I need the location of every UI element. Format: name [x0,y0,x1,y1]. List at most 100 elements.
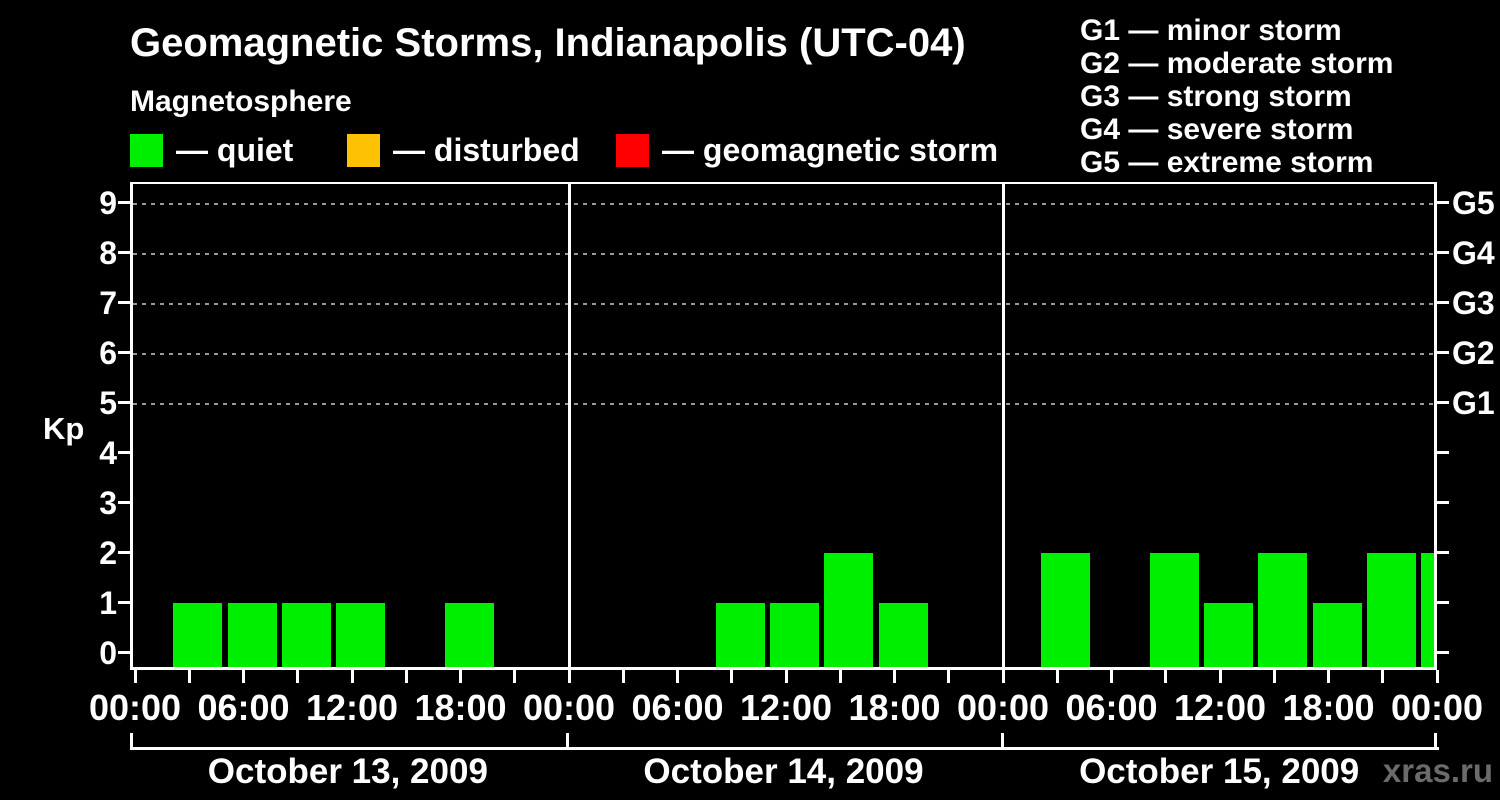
g-legend-item-0: G1 — minor storm [1080,14,1342,47]
x-tick-label: 12:00 [739,687,833,728]
y-tick-left [118,601,131,605]
x-tick [242,670,245,683]
x-tick [1001,670,1005,683]
x-tick [404,670,408,683]
x-tick [730,670,734,683]
y-tick-left [118,201,131,205]
x-tick [1164,670,1168,683]
plot-border-left [130,182,133,670]
x-tick [893,670,896,683]
kp-bar [1312,602,1362,667]
x-tick [187,670,191,683]
g-axis-label-G4: G4 [1452,234,1495,271]
chart-subtitle: Magnetosphere [130,85,352,118]
plot-area [130,182,1437,670]
y-tick-label: 9 [99,184,117,221]
y-tick-label: 2 [99,534,117,571]
legend-label-2: — geomagnetic storm [662,132,999,168]
x-tick [567,670,571,683]
x-tick-label: 06:00 [631,687,724,728]
x-tick-label: 00:00 [956,687,1050,728]
kp-bar [281,602,331,667]
kp-color-legend: — quiet — disturbed — geomagnetic storm [0,134,1100,168]
x-tick [621,670,625,683]
grid-line-kp9 [133,202,1434,205]
x-tick [1435,670,1439,683]
x-tick-label: 06:00 [1065,687,1158,728]
y-tick-right [1437,551,1449,555]
x-tick-label: 00:00 [88,687,182,728]
kp-bar [824,552,874,667]
x-tick-label: 06:00 [197,687,290,728]
y-tick-right [1437,451,1449,455]
y-tick-left [118,651,131,655]
x-tick-label: 00:00 [1390,687,1484,728]
grid-line-kp8 [133,252,1434,255]
kp-bar [715,602,765,667]
date-label: October 15, 2009 [1079,752,1360,791]
x-tick [838,670,842,683]
x-tick [1110,670,1113,683]
g-legend-item-2: G3 — strong storm [1080,80,1352,113]
plot-border-right [1434,182,1437,670]
plot-border-top [130,182,1437,184]
x-tick [947,670,951,683]
date-label: October 14, 2009 [643,752,924,791]
date-bracket [130,747,1439,750]
y-tick-left [118,251,131,255]
bracket-tick-3 [1434,733,1437,748]
x-tick [296,670,300,683]
y-tick-label: 6 [99,334,117,371]
legend-swatch-2 [616,134,649,167]
x-tick [784,670,788,683]
g-scale-legend: G1 — minor storm G2 — moderate storm G3 — … [1080,14,1393,179]
bracket-tick-2 [1001,733,1005,748]
y-tick-label: 7 [99,284,117,321]
x-tick-label: 18:00 [848,687,941,728]
x-tick [459,670,462,683]
y-tick-label: 4 [99,434,117,471]
x-tick-label: 18:00 [1282,687,1375,728]
y-tick-label: 5 [99,384,117,421]
legend-label-0: — quiet [176,132,294,168]
panel-separator-1 [567,182,571,670]
g-axis-label-G3: G3 [1452,284,1495,321]
y-tick-left [118,451,131,455]
g-axis-label-G1: G1 [1452,384,1495,421]
x-tick [1327,670,1330,683]
bracket-tick-0 [130,733,133,748]
kp-bar [770,602,819,667]
kp-bar [227,602,277,667]
y-tick-left [118,401,131,405]
y-tick-right [1437,401,1449,405]
g-legend-item-3: G4 — severe storm [1080,113,1354,146]
g-axis-label-G5: G5 [1452,184,1495,221]
legend-swatch-0 [130,134,163,167]
y-tick-right [1437,351,1449,355]
y-tick-label: 3 [99,484,117,521]
y-tick-right [1437,601,1449,605]
kp-bar [336,602,385,667]
chart-title: Geomagnetic Storms, Indianapolis (UTC-04… [130,21,966,65]
y-tick-right [1437,251,1449,255]
y-tick-left [118,351,131,355]
panel-separator-2 [1001,182,1005,670]
y-tick-right [1437,501,1449,505]
bracket-tick-1 [565,733,569,748]
x-tick-label: 00:00 [522,687,616,728]
kp-bar [1421,552,1437,667]
legend-swatch-1 [347,134,380,167]
x-tick [133,670,137,683]
y-axis-title: Kp [43,411,85,446]
y-tick-right [1437,301,1449,305]
x-tick [676,670,679,683]
y-tick-label: 0 [99,634,117,671]
kp-bar [1258,552,1308,667]
x-tick [1055,670,1059,683]
plot-border-bottom [130,667,1437,670]
g-legend-item-4: G5 — extreme storm [1080,146,1374,179]
kp-bar [878,602,928,667]
x-tick-label: 18:00 [414,687,507,728]
g-legend-item-1: G2 — moderate storm [1080,47,1394,80]
y-tick-label: 8 [99,234,117,271]
